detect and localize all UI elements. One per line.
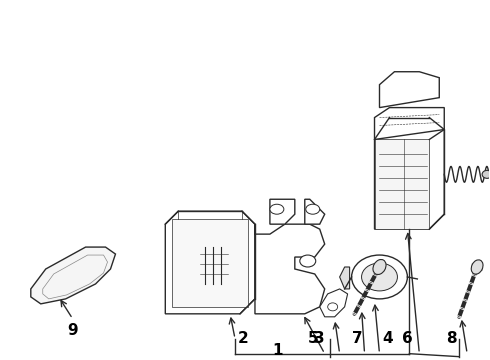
Polygon shape [165,211,255,314]
Polygon shape [319,289,347,317]
Text: 1: 1 [272,343,283,358]
Ellipse shape [482,170,490,178]
Text: 7: 7 [352,331,363,346]
Ellipse shape [362,263,397,291]
Text: 5: 5 [307,331,318,346]
Text: 8: 8 [446,331,457,346]
Polygon shape [340,267,349,289]
Polygon shape [270,199,295,224]
Ellipse shape [373,260,386,275]
Ellipse shape [300,255,316,267]
Ellipse shape [270,204,284,214]
Polygon shape [374,139,429,229]
Polygon shape [31,247,116,304]
Polygon shape [172,219,248,307]
Polygon shape [305,199,325,224]
Text: 9: 9 [67,323,78,338]
Text: 2: 2 [238,331,248,346]
Ellipse shape [328,303,338,311]
Ellipse shape [471,260,483,274]
Polygon shape [379,72,439,108]
Text: 4: 4 [382,331,393,346]
Ellipse shape [306,204,319,214]
Polygon shape [255,224,325,314]
Polygon shape [374,108,444,139]
Text: 6: 6 [402,331,413,346]
Text: 3: 3 [315,331,325,346]
Polygon shape [43,255,107,299]
Polygon shape [374,118,444,229]
Ellipse shape [352,255,407,299]
